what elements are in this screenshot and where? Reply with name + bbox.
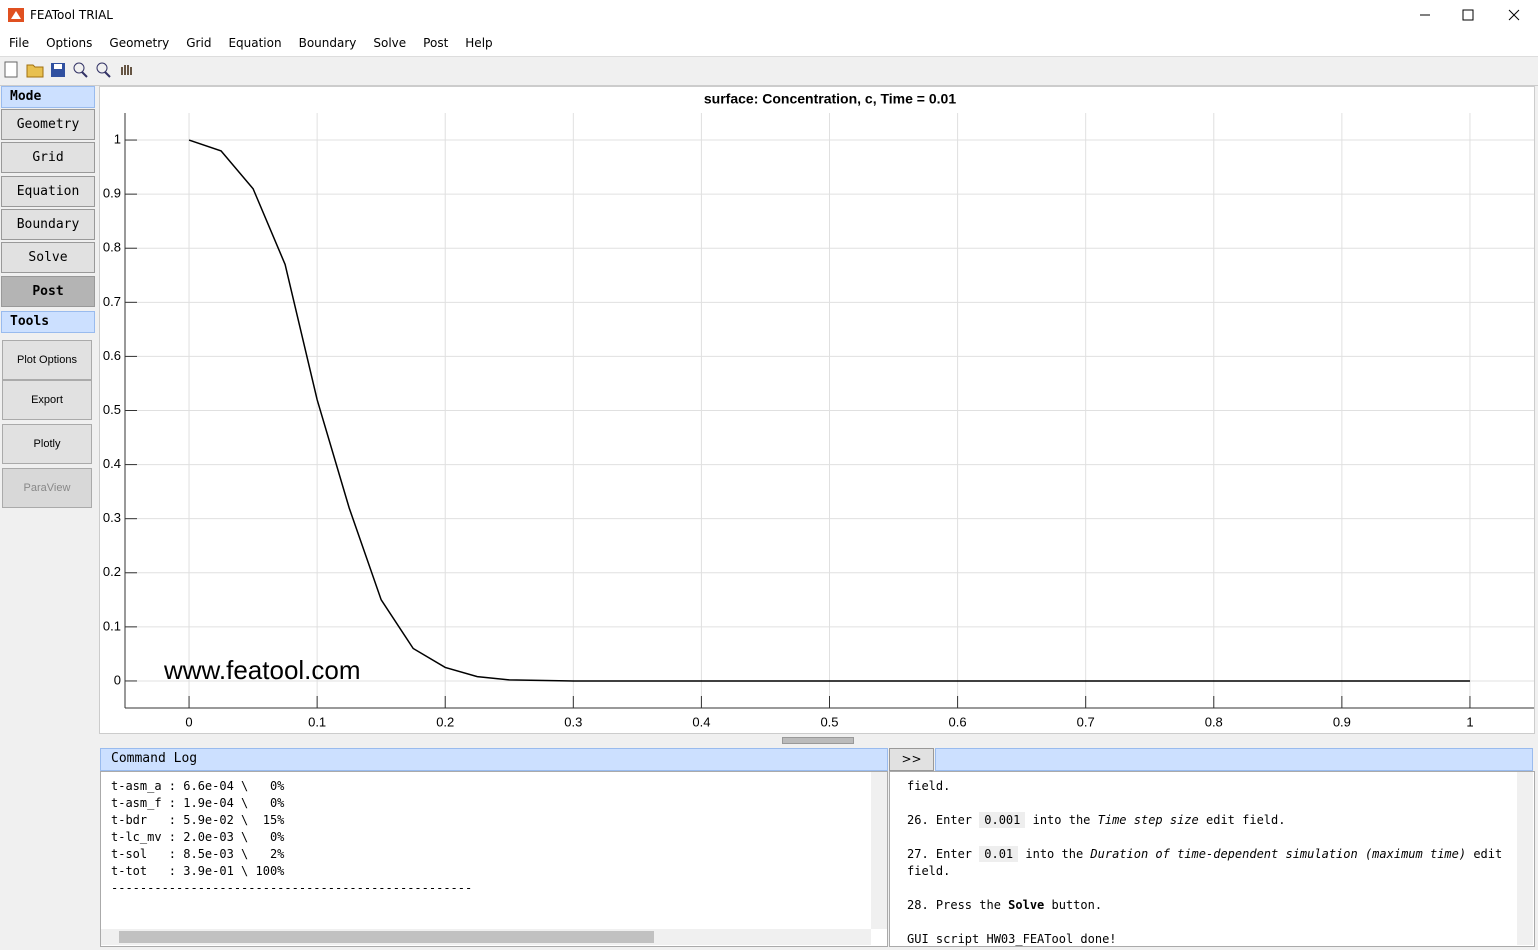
help-paragraph: 28. Press the Solve button. bbox=[907, 897, 1504, 914]
menu-item[interactable]: Help bbox=[465, 36, 493, 50]
y-tick-label: 0.1 bbox=[103, 618, 121, 633]
help-text-segment: 0.01 bbox=[979, 846, 1019, 862]
help-text-segment: 28. Press the bbox=[907, 898, 1009, 912]
menu-item[interactable]: Equation bbox=[228, 36, 282, 50]
log-lines: t-asm_a : 6.6e-04 \ 0% t-asm_f : 1.9e-04 … bbox=[111, 778, 887, 897]
log-line: t-asm_a : 6.6e-04 \ 0% bbox=[111, 779, 285, 793]
x-tick-label: 0.5 bbox=[820, 714, 838, 729]
help-paragraph: field. bbox=[907, 778, 1504, 795]
help-text-segment: field. bbox=[907, 779, 951, 793]
y-tick-label: 0.3 bbox=[103, 510, 121, 525]
help-text-segment: button. bbox=[1044, 898, 1103, 912]
y-tick-label: 0.2 bbox=[103, 564, 121, 579]
log-line: t-lc_mv : 2.0e-03 \ 0% bbox=[111, 830, 285, 844]
x-tick-label: 1 bbox=[1466, 714, 1473, 729]
help-paragraph: 26. Enter 0.001 into the Time step size … bbox=[907, 812, 1504, 829]
menu-item[interactable]: Geometry bbox=[109, 36, 170, 50]
tool-button[interactable]: Plotly bbox=[2, 424, 92, 464]
menu-item[interactable]: Post bbox=[423, 36, 449, 50]
x-tick-label: 0.8 bbox=[1205, 714, 1223, 729]
window-title: FEATool TRIAL bbox=[30, 8, 113, 22]
help-text-segment: GUI script HW03_FEATool done! bbox=[907, 932, 1117, 946]
mode-button[interactable]: Equation bbox=[1, 175, 95, 207]
menu-item[interactable]: Boundary bbox=[298, 36, 357, 50]
help-paragraph: GUI script HW03_FEATool done! bbox=[907, 931, 1504, 946]
menu-bar: File Options Geometry Grid Equation Boundary S… bbox=[0, 30, 1538, 56]
x-tick-label: 0.4 bbox=[692, 714, 710, 729]
x-tick-label: 0 bbox=[185, 714, 192, 729]
y-tick-label: 0 bbox=[114, 672, 121, 687]
y-tick-label: 1 bbox=[114, 131, 121, 146]
mode-button[interactable]: Solve bbox=[1, 242, 95, 274]
help-text-segment: into the bbox=[1025, 813, 1098, 827]
mode-button[interactable]: Geometry bbox=[1, 109, 95, 140]
help-text-segment: Solve bbox=[1008, 898, 1045, 912]
sidebar: Mode Tools Geometry Grid Equation Boundary S… bbox=[0, 85, 97, 950]
splitter[interactable] bbox=[782, 737, 854, 744]
log-line: t-tot : 3.9e-01 \ 100% bbox=[111, 864, 285, 878]
window-controls[interactable] bbox=[1410, 0, 1538, 30]
tool-button[interactable]: Export bbox=[2, 380, 92, 420]
x-tick-label: 0.6 bbox=[949, 714, 967, 729]
x-tick-label: 0.7 bbox=[1077, 714, 1095, 729]
x-tick-label: 0.3 bbox=[564, 714, 582, 729]
title-bar: FEATool TRIAL bbox=[0, 0, 1538, 30]
help-header bbox=[935, 748, 1533, 771]
tool-button[interactable]: ParaView bbox=[2, 468, 92, 508]
help-text-segment: 27. Enter bbox=[907, 847, 980, 861]
tool-button[interactable]: Plot Options bbox=[2, 340, 92, 380]
x-tick-label: 0.1 bbox=[308, 714, 326, 729]
help-text: field. 26. Enter 0.001 into the Time step… bbox=[889, 771, 1535, 947]
help-text-segment: edit field. bbox=[1198, 813, 1286, 827]
y-tick-label: 0.5 bbox=[103, 402, 121, 417]
y-tick-label: 0.6 bbox=[103, 348, 121, 363]
toolbar-icons[interactable] bbox=[0, 57, 150, 83]
mode-button[interactable]: Boundary bbox=[1, 208, 95, 240]
watermark: www.featool.com bbox=[163, 655, 361, 685]
help-text-segment: 0.001 bbox=[979, 812, 1026, 828]
menu-item[interactable]: File bbox=[9, 36, 30, 50]
help-text-segment: into the bbox=[1018, 847, 1091, 861]
mode-button[interactable]: Grid bbox=[1, 142, 95, 174]
mode-header: Mode bbox=[1, 86, 95, 108]
y-tick-label: 0.7 bbox=[103, 294, 121, 309]
log-line: t-bdr : 5.9e-02 \ 15% bbox=[111, 813, 285, 827]
expand-button[interactable]: >> bbox=[889, 748, 934, 771]
y-tick-label: 0.8 bbox=[103, 240, 121, 255]
help-text-segment: 26. Enter bbox=[907, 813, 980, 827]
mode-button[interactable]: Post bbox=[1, 275, 95, 307]
y-tick-label: 0.4 bbox=[103, 456, 121, 471]
log-line: t-asm_f : 1.9e-04 \ 0% bbox=[111, 796, 285, 810]
log-line: t-sol : 8.5e-03 \ 2% bbox=[111, 847, 285, 861]
menu-item[interactable]: Options bbox=[46, 36, 93, 50]
tools-header: Tools bbox=[1, 311, 95, 333]
data-line bbox=[188, 139, 1470, 682]
menu-item[interactable]: Solve bbox=[373, 36, 407, 50]
plot-panel: surface: Concentration, c, Time = 0.01 0… bbox=[99, 86, 1535, 734]
help-text-segment: Duration of time-dependent simulation (m… bbox=[1090, 847, 1467, 861]
x-tick-label: 0.2 bbox=[436, 714, 454, 729]
chart-title: surface: Concentration, c, Time = 0.01 bbox=[704, 91, 956, 107]
toolbar bbox=[0, 56, 1538, 86]
help-text-segment: edit field. bbox=[907, 847, 1503, 878]
app-icon bbox=[8, 8, 24, 22]
help-text-segment: Time step size bbox=[1097, 813, 1199, 827]
help-scrollbar[interactable] bbox=[1517, 772, 1533, 945]
v-scrollbar[interactable] bbox=[871, 772, 887, 929]
chart: surface: Concentration, c, Time = 0.01 0… bbox=[103, 91, 1534, 729]
log-line: ----------------------------------------… bbox=[111, 881, 473, 895]
x-tick-label: 0.9 bbox=[1333, 714, 1351, 729]
h-scrollbar[interactable] bbox=[101, 929, 871, 945]
scroll-thumb[interactable] bbox=[119, 931, 654, 943]
command-log: t-asm_a : 6.6e-04 \ 0% t-asm_f : 1.9e-04 … bbox=[100, 771, 888, 947]
y-tick-label: 0.9 bbox=[103, 186, 121, 201]
help-paragraph: 27. Enter 0.01 into the Duration of time… bbox=[907, 846, 1504, 880]
log-header: Command Log bbox=[100, 748, 888, 771]
menu-item[interactable]: Grid bbox=[186, 36, 212, 50]
